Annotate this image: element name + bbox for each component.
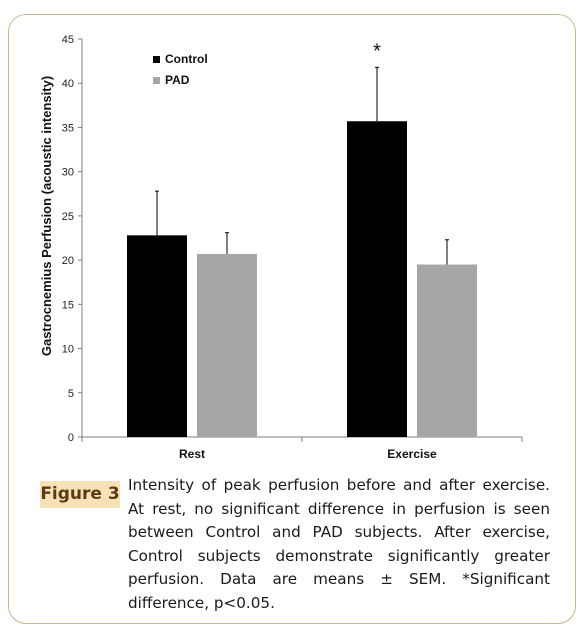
legend-label-control: Control xyxy=(165,52,208,66)
figure-badge: Figure 3 xyxy=(40,481,120,508)
legend-swatch-pad xyxy=(153,77,160,84)
y-tick-label: 25 xyxy=(62,211,74,223)
legend-label-pad: PAD xyxy=(165,73,190,87)
y-tick-label: 45 xyxy=(62,34,74,46)
y-axis-label: Gastrocnemius Perfusion (acoustic intens… xyxy=(39,76,54,356)
y-tick-label: 10 xyxy=(62,344,74,356)
bar-pad-rest xyxy=(197,253,257,437)
y-tick-label: 5 xyxy=(68,388,74,400)
y-tick-label: 30 xyxy=(62,167,74,179)
x-category-label: Exercise xyxy=(387,447,437,461)
bar-control-exercise xyxy=(347,121,407,438)
bar-pad-exercise xyxy=(417,264,477,437)
y-tick-label: 15 xyxy=(62,299,74,311)
x-category-label: Rest xyxy=(179,447,205,461)
bar-chart: 0 5 10 15 20 25 30 35 40 45 Rest Exercise * Control… xyxy=(39,34,523,461)
y-tick-label: 35 xyxy=(62,122,74,134)
figure-caption: Intensity of peak perfusion before and a… xyxy=(128,476,550,612)
figure-frame xyxy=(8,14,576,624)
significance-marker: * xyxy=(373,40,381,62)
y-tick-label: 40 xyxy=(62,78,74,90)
bar-control-rest xyxy=(127,235,187,437)
y-tick-label: 0 xyxy=(68,432,74,444)
chart-legend: Control PAD xyxy=(153,52,208,87)
chart-bars: * xyxy=(127,40,477,438)
y-tick-label: 20 xyxy=(62,255,74,267)
legend-swatch-control xyxy=(153,56,160,63)
